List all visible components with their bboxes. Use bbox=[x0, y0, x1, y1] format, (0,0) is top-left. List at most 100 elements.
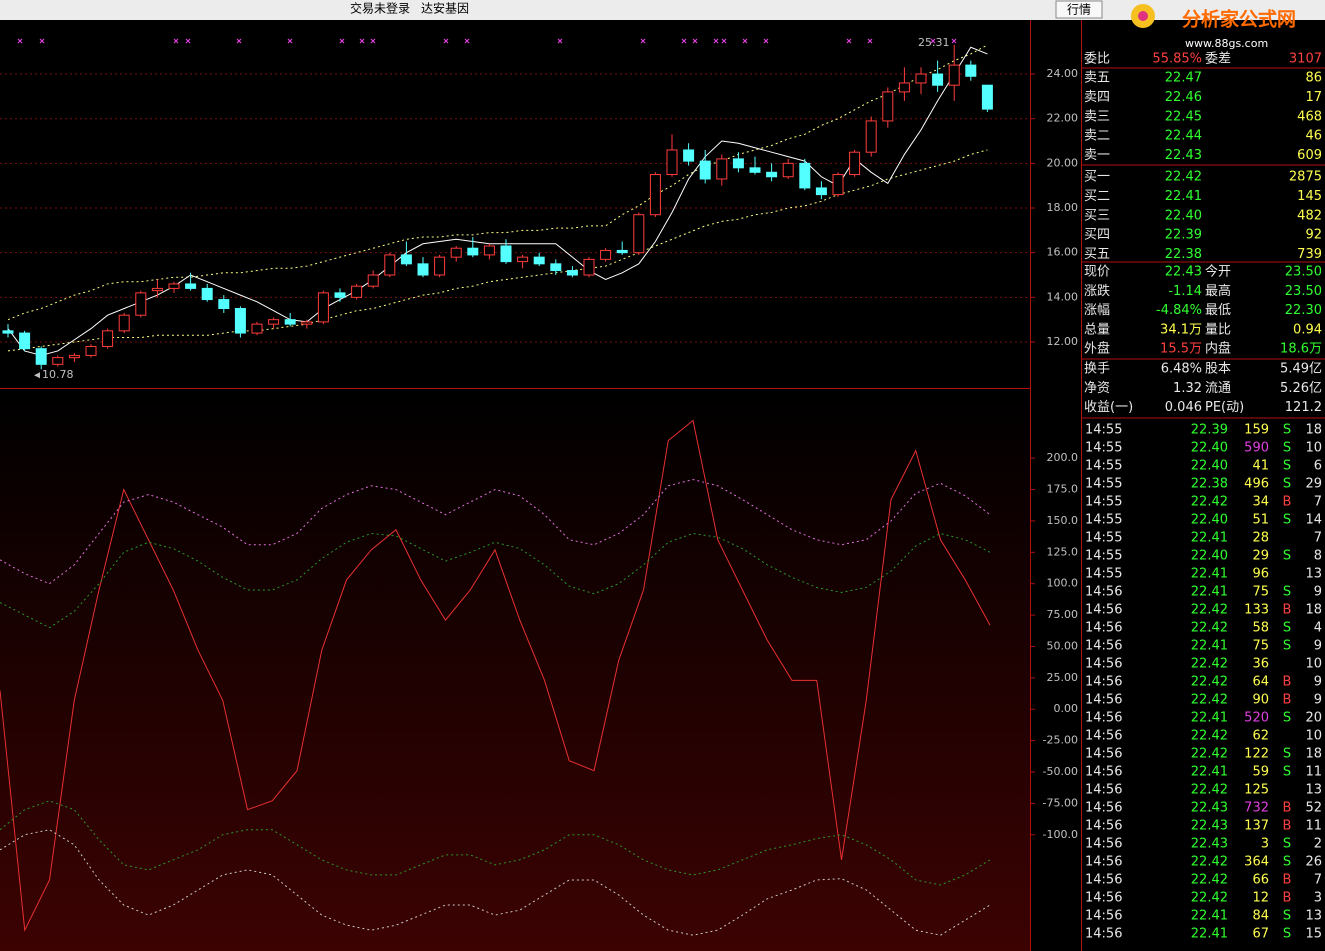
panel-text: 卖二 bbox=[1084, 129, 1110, 144]
candle-body bbox=[434, 256, 446, 276]
candle-body bbox=[317, 292, 329, 323]
candle-body bbox=[815, 187, 827, 196]
candle-body bbox=[284, 319, 296, 325]
panel-text: 14:56 bbox=[1085, 639, 1122, 654]
candle-body bbox=[450, 247, 462, 258]
signal-icon bbox=[370, 38, 376, 44]
candle-body bbox=[699, 160, 711, 180]
quote-button[interactable] bbox=[1055, 0, 1103, 19]
candle-body bbox=[102, 330, 114, 347]
candle-body bbox=[981, 84, 993, 110]
candle-body bbox=[517, 256, 529, 263]
panel-text: 34.1万 bbox=[1160, 322, 1202, 337]
panel-text: B bbox=[1283, 873, 1292, 888]
panel-text: 55.85% bbox=[1152, 52, 1202, 67]
panel-text: B bbox=[1283, 495, 1292, 510]
candle-body bbox=[732, 158, 744, 169]
signal-icon bbox=[763, 38, 769, 44]
panel-text: 买二 bbox=[1084, 189, 1110, 204]
panel-text: 14:56 bbox=[1085, 837, 1122, 852]
panel-text: 22.42 bbox=[1191, 693, 1228, 708]
candle-body bbox=[68, 354, 80, 359]
panel-text: 145 bbox=[1297, 189, 1322, 204]
panel-text: S bbox=[1283, 441, 1291, 456]
panel-text: 涨幅 bbox=[1084, 303, 1110, 318]
panel-text: 59 bbox=[1252, 765, 1269, 780]
panel-text: 22.41 bbox=[1191, 927, 1228, 942]
panel-text: 22.41 bbox=[1191, 585, 1228, 600]
panel-text: 29 bbox=[1305, 477, 1322, 492]
panel-text: 买四 bbox=[1084, 228, 1110, 243]
panel-text: 22.40 bbox=[1191, 459, 1228, 474]
panel-text: 14:56 bbox=[1085, 585, 1122, 600]
panel-text: 18.6万 bbox=[1280, 342, 1322, 357]
panel-text: S bbox=[1283, 909, 1291, 924]
candle-body bbox=[135, 292, 147, 316]
indicator-line bbox=[0, 419, 991, 932]
panel-text: 股本 bbox=[1205, 362, 1231, 377]
panel-text: 41 bbox=[1252, 459, 1269, 474]
panel-text: B bbox=[1283, 801, 1292, 816]
panel-text: 11 bbox=[1305, 765, 1322, 780]
panel-text: 22.42 bbox=[1191, 873, 1228, 888]
candle-body bbox=[118, 314, 130, 332]
panel-text: 今开 bbox=[1205, 264, 1231, 280]
signal-icon bbox=[17, 38, 23, 44]
candle-body bbox=[218, 299, 230, 310]
panel-text: 14:56 bbox=[1085, 783, 1122, 798]
panel-text: 13 bbox=[1305, 567, 1322, 582]
panel-text: 14:55 bbox=[1085, 513, 1122, 528]
panel-text: 9 bbox=[1314, 585, 1322, 600]
panel-text: 22.42 bbox=[1191, 855, 1228, 870]
panel-text: 732 bbox=[1244, 801, 1269, 816]
panel-text: 22.40 bbox=[1165, 208, 1202, 223]
logo-url: www.88gs.com bbox=[1185, 37, 1268, 50]
panel-text: 22.43 bbox=[1191, 801, 1228, 816]
panel-text: 20 bbox=[1305, 711, 1322, 726]
candle-body bbox=[185, 283, 197, 289]
panel-text: 14:56 bbox=[1085, 711, 1122, 726]
panel-text: 22.42 bbox=[1191, 603, 1228, 618]
indicator-line bbox=[0, 800, 991, 886]
candle-body bbox=[500, 245, 512, 263]
panel-text: 9 bbox=[1314, 675, 1322, 690]
panel-text: 22.43 bbox=[1191, 837, 1228, 852]
panel-text: 22.40 bbox=[1191, 549, 1228, 564]
panel-text: 委差 bbox=[1205, 52, 1231, 67]
y-tick-label: 18.00 bbox=[1047, 201, 1079, 214]
panel-text: 121.2 bbox=[1285, 400, 1322, 415]
panel-text: 58 bbox=[1252, 621, 1269, 636]
panel-text: 净资 bbox=[1084, 381, 1110, 396]
panel-text: 23.50 bbox=[1285, 265, 1322, 280]
y-tick-label: 175.0 bbox=[1047, 483, 1079, 496]
panel-text: 14:56 bbox=[1085, 693, 1122, 708]
candle-body bbox=[151, 287, 163, 292]
panel-text: 量比 bbox=[1205, 322, 1231, 337]
y-tick-label: 25.00 bbox=[1047, 671, 1079, 684]
candle-body bbox=[234, 308, 246, 334]
panel-text: 5.49亿 bbox=[1280, 362, 1322, 377]
quote-button-label[interactable]: 行情 bbox=[1067, 3, 1091, 17]
panel-text: 4 bbox=[1314, 621, 1322, 636]
panel-text: 90 bbox=[1252, 693, 1269, 708]
panel-text: 22.42 bbox=[1191, 747, 1228, 762]
panel-text: 22.40 bbox=[1191, 513, 1228, 528]
panel-text: 14:56 bbox=[1085, 729, 1122, 744]
panel-text: S bbox=[1283, 855, 1291, 870]
panel-text: 52 bbox=[1305, 801, 1322, 816]
panel-text: S bbox=[1283, 765, 1291, 780]
panel-text: B bbox=[1283, 603, 1292, 618]
panel-text: 18 bbox=[1305, 603, 1322, 618]
panel-text: 496 bbox=[1244, 477, 1269, 492]
panel-text: 7 bbox=[1314, 495, 1322, 510]
indicator-background bbox=[0, 390, 1030, 951]
panel-text: 2875 bbox=[1289, 170, 1322, 185]
signal-icon bbox=[339, 38, 345, 44]
candle-body bbox=[251, 323, 263, 334]
panel-text: 10 bbox=[1305, 729, 1322, 744]
panel-text: 62 bbox=[1252, 729, 1269, 744]
stock-name: 达安基因 bbox=[421, 1, 469, 16]
panel-text: 22.39 bbox=[1165, 228, 1202, 243]
panel-text: 7 bbox=[1314, 531, 1322, 546]
